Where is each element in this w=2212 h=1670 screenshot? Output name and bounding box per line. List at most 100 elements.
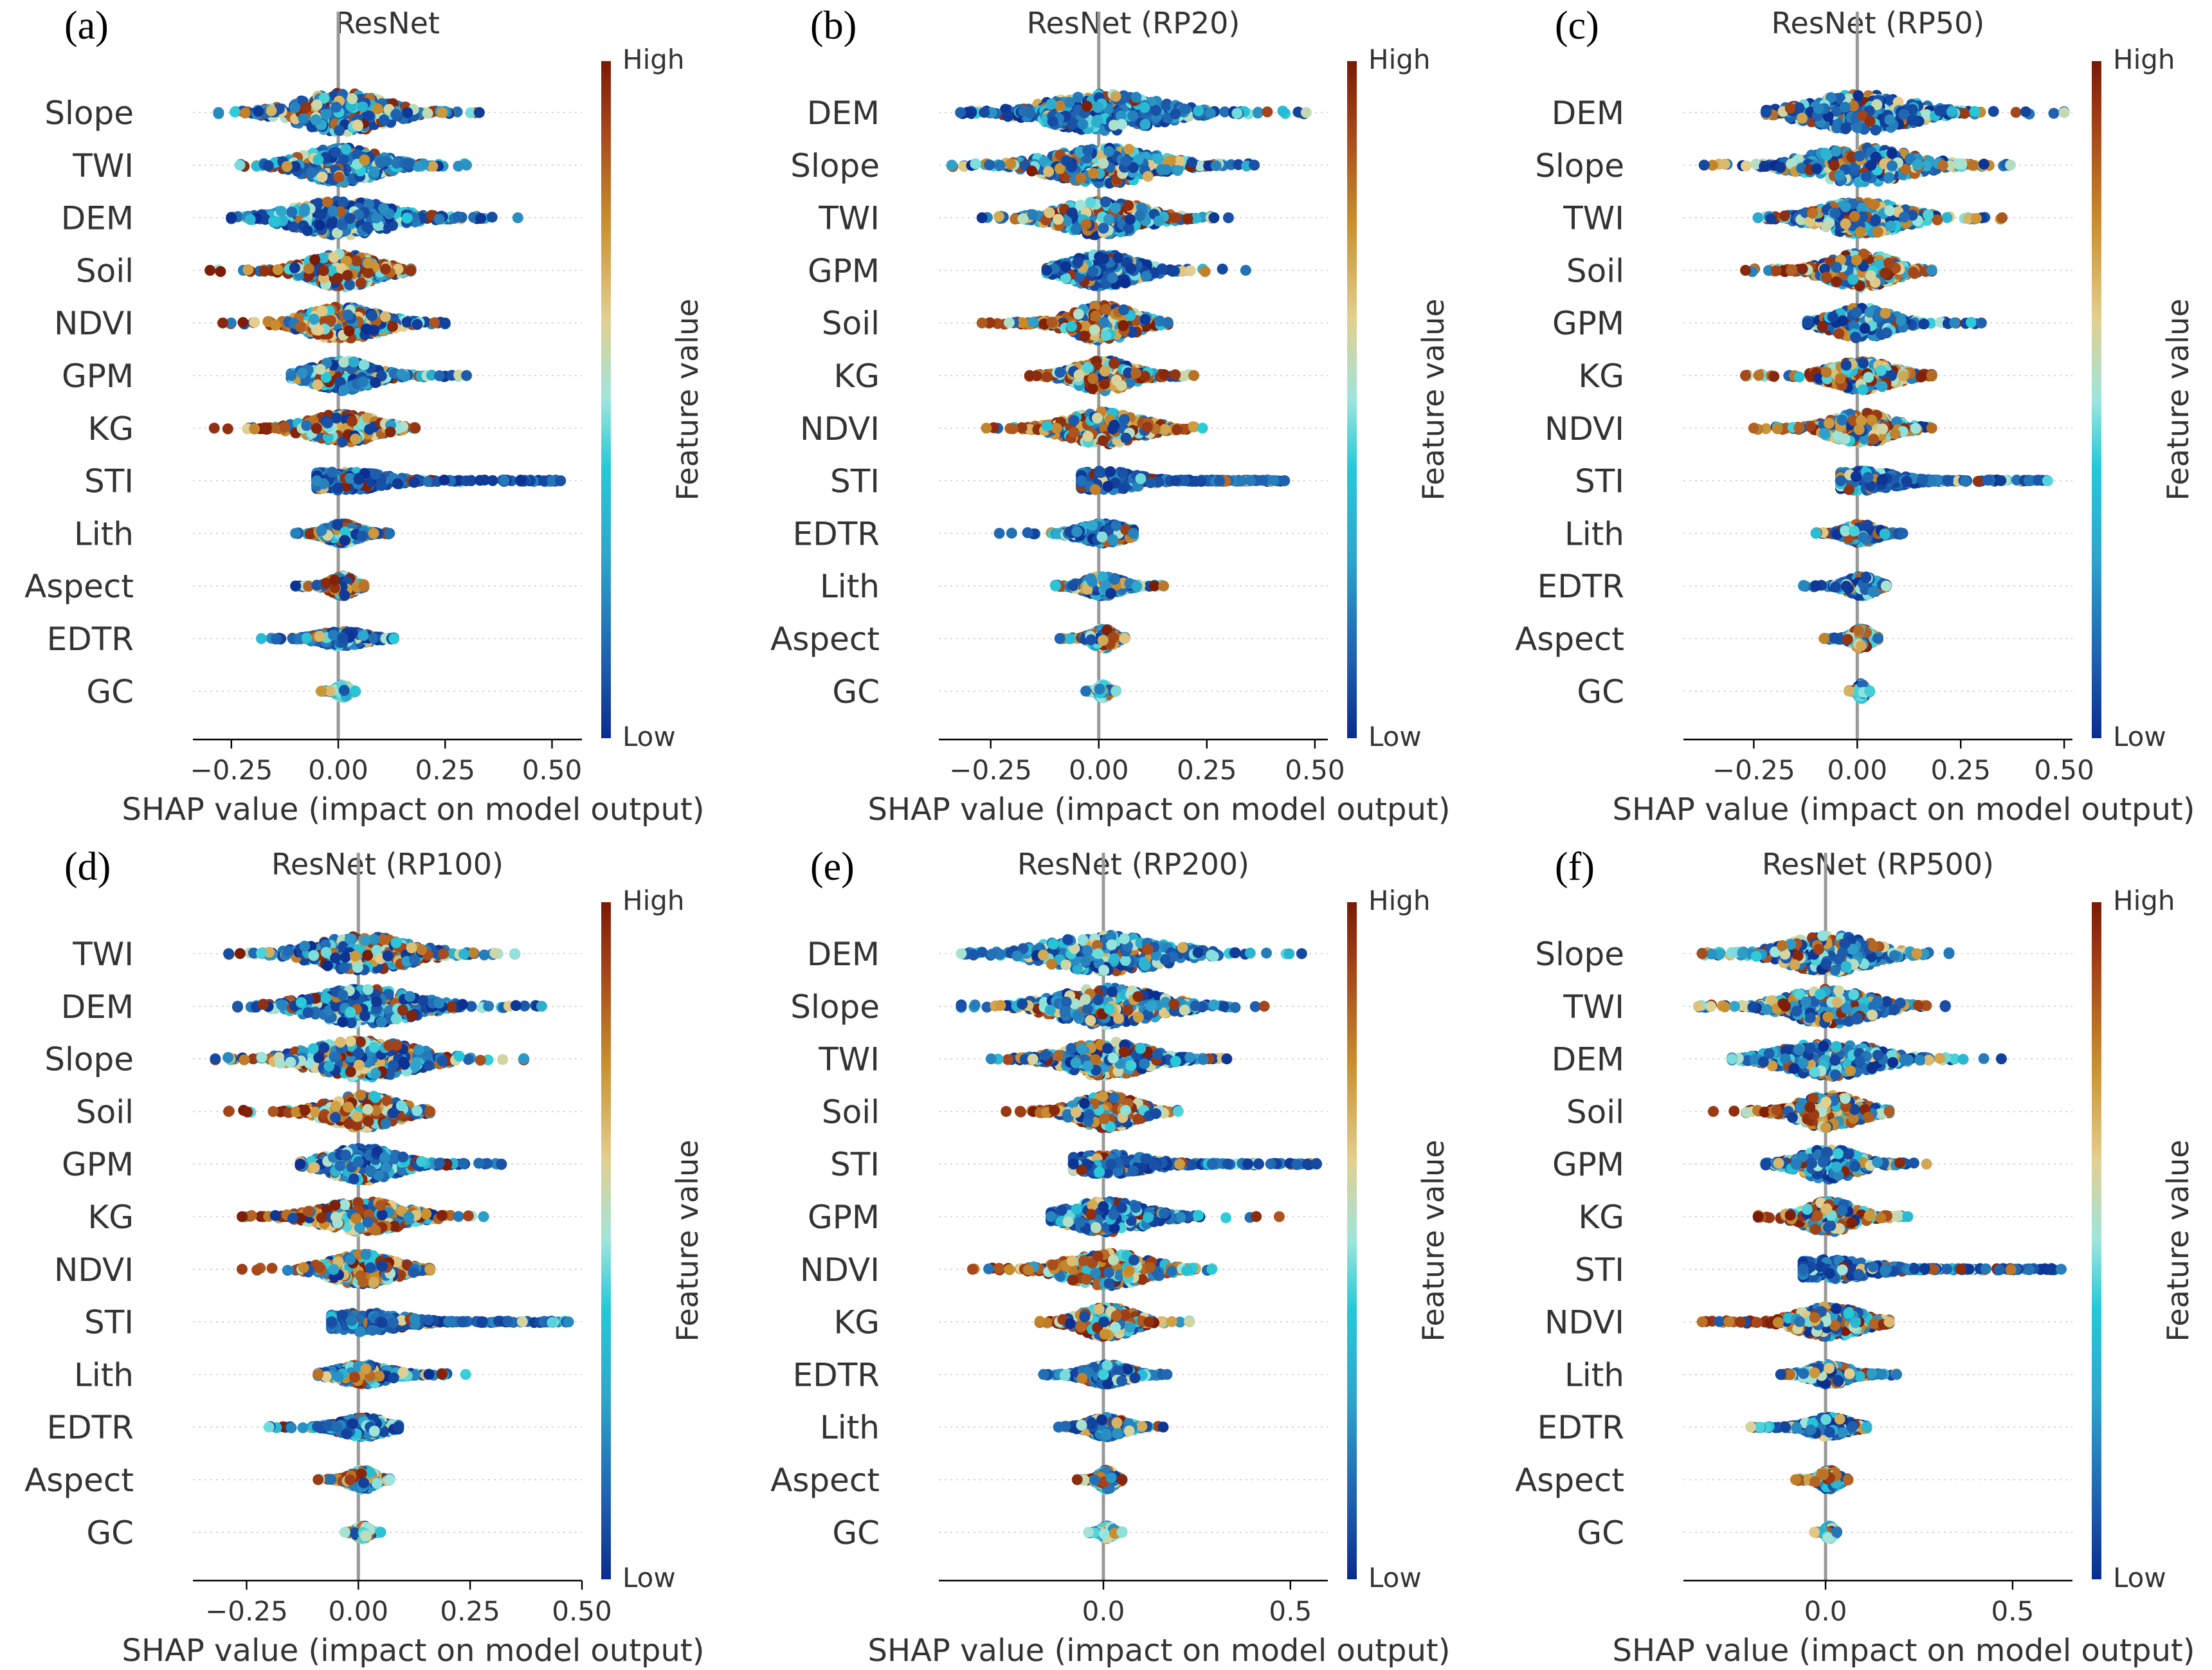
shap-point <box>437 107 448 118</box>
shap-point <box>378 203 389 214</box>
feature-label: STI <box>84 463 134 500</box>
shap-point-min <box>226 212 237 223</box>
shap-point <box>289 262 300 273</box>
chart-title: ResNet <box>335 6 440 41</box>
shap-point <box>361 222 372 233</box>
shap-point <box>245 214 256 225</box>
shap-point <box>329 252 340 263</box>
shap-point <box>311 100 322 111</box>
shap-point <box>313 154 323 165</box>
shap-point-max <box>512 212 523 223</box>
shap-point <box>282 161 293 172</box>
shap-point <box>316 209 327 220</box>
shap-point <box>351 255 362 266</box>
shap-point <box>368 167 379 177</box>
shap-point <box>242 264 253 275</box>
shap-point <box>230 107 240 118</box>
feature-dots-ndvi <box>217 302 451 343</box>
shap-point <box>288 221 299 232</box>
shap-point <box>300 102 311 113</box>
shap-point <box>334 125 345 136</box>
shap-point <box>304 263 314 274</box>
shap-point <box>270 216 281 227</box>
shap-point <box>380 264 391 275</box>
shap-point <box>306 167 317 178</box>
shap-point <box>402 107 413 118</box>
shap-point <box>331 102 341 113</box>
feature-dots-slope <box>213 88 485 137</box>
shap-point <box>352 120 363 131</box>
shap-point <box>358 102 368 113</box>
shap-point <box>390 109 401 120</box>
shap-point <box>215 266 226 277</box>
shap-point <box>298 113 309 124</box>
shap-point <box>475 213 486 224</box>
shap-point-min <box>213 107 224 118</box>
shap-point <box>327 206 338 217</box>
shap-point <box>302 225 313 236</box>
shap-point <box>345 213 356 224</box>
feature-label: GPM <box>62 358 134 395</box>
feature-dots-twi <box>235 143 472 188</box>
feature-label: TWI <box>72 147 134 185</box>
shap-point-min <box>235 159 246 170</box>
shap-point <box>372 104 383 114</box>
shap-point <box>356 278 367 289</box>
shap-point <box>286 206 297 217</box>
shap-point <box>341 144 352 155</box>
shap-point <box>379 114 390 125</box>
shap-point <box>402 213 413 224</box>
feature-dots-dem <box>226 196 523 241</box>
shap-point-max <box>474 107 485 118</box>
shap-point <box>309 254 320 265</box>
shap-point-max <box>406 265 417 276</box>
shap-point <box>363 268 374 278</box>
shap-point <box>344 280 355 291</box>
feature-label: GC <box>86 673 134 711</box>
panel-a: (a) ResNet Slope TWI DEM Soil NDVI GPM KG STI Lith… <box>24 4 705 828</box>
shap-point <box>273 264 284 275</box>
feature-label: EDTR <box>47 621 134 658</box>
feature-label: KG <box>87 410 134 448</box>
feature-label: NDVI <box>54 305 134 342</box>
shap-point <box>371 212 382 223</box>
feature-dots-soil <box>204 249 416 293</box>
feature-label: Lith <box>74 515 134 552</box>
shap-point <box>311 114 322 125</box>
shap-point <box>289 102 300 113</box>
shap-point <box>299 203 310 214</box>
shap-point-max <box>461 159 472 170</box>
shap-point <box>276 206 287 217</box>
shap-point <box>266 105 277 116</box>
shap-point <box>403 158 414 169</box>
shap-point <box>326 217 337 228</box>
shap-point <box>434 213 445 224</box>
shap-point <box>334 172 345 183</box>
feature-label: Aspect <box>24 568 134 605</box>
feature-label: DEM <box>61 200 134 237</box>
shap-point <box>347 93 358 104</box>
shap-point <box>331 147 341 158</box>
shap-point-min <box>204 265 215 276</box>
panel-label: (a) <box>64 4 109 48</box>
shap-point <box>259 266 270 277</box>
shap-point <box>332 273 343 284</box>
shap-summary-figure: (a) ResNet Slope TWI DEM Soil NDVI GPM KG STI Lith… <box>0 0 2212 1670</box>
shap-point <box>318 265 329 276</box>
feature-label: Slope <box>44 95 134 132</box>
shap-point <box>314 219 325 230</box>
shap-point <box>487 212 498 222</box>
shap-point <box>363 111 374 122</box>
feature-label: Soil <box>76 252 134 289</box>
shap-point <box>253 106 264 117</box>
shap-point <box>381 156 392 167</box>
shap-point <box>338 197 349 208</box>
shap-point <box>240 107 251 118</box>
shap-point <box>363 258 374 269</box>
shap-point <box>342 270 353 281</box>
shap-point <box>263 160 274 171</box>
shap-point <box>320 109 331 120</box>
shap-point <box>453 212 464 222</box>
shap-point <box>422 108 433 119</box>
shap-point <box>317 172 328 183</box>
